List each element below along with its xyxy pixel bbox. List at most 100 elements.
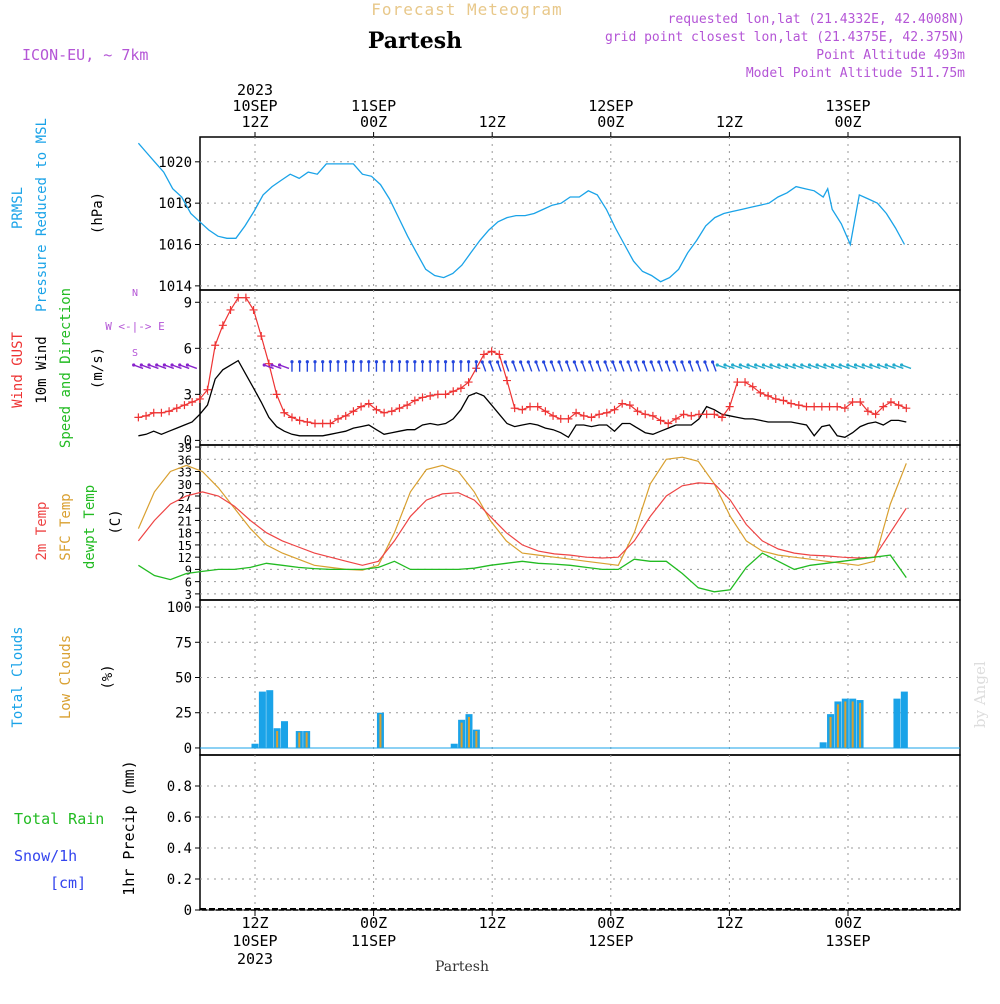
wind-direction-arrow [535, 361, 541, 372]
point-altitude: Point Altitude 493m [816, 48, 965, 63]
wind-direction-arrow [747, 364, 758, 370]
gust-marker [710, 410, 719, 419]
wind-direction-arrowhead [869, 363, 873, 367]
gust-marker [541, 407, 550, 416]
wind-direction-arrowhead [534, 360, 538, 364]
time-label-bottom: 12Z [716, 914, 743, 932]
gust-marker [180, 401, 189, 410]
low-cloud-bar [475, 731, 478, 748]
pressure-unit: (hPa) [90, 192, 106, 234]
gust-marker [357, 402, 366, 411]
wind-direction-arrowhead [769, 363, 773, 367]
wind-direction-arrow [566, 361, 571, 372]
gust-marker [718, 413, 727, 422]
wind-direction-arrowhead [572, 360, 576, 364]
time-label-top: 12Z [241, 113, 268, 131]
ytick-label: 0.6 [167, 810, 192, 826]
gust-marker [188, 398, 197, 407]
time-label-top: 11SEP [351, 97, 396, 115]
gust-marker [664, 419, 673, 428]
gust-marker [303, 417, 312, 426]
wind-10m-line [138, 359, 907, 439]
time-label-top: 12Z [479, 113, 506, 131]
gust-marker [157, 408, 166, 417]
wind-direction-arrowhead [503, 360, 507, 364]
wind-direction-arrowhead [680, 360, 684, 364]
ytick-label: 9 [184, 295, 192, 311]
gust-marker [495, 350, 504, 359]
gust-marker [426, 391, 435, 400]
gust-marker [502, 376, 511, 385]
wind-direction-arrowhead [511, 360, 515, 364]
total-clouds-label: Total Clouds [10, 626, 26, 727]
wind-direction-arrowhead [731, 363, 735, 367]
axes: 1014101610181020036936912151821242730333… [10, 81, 961, 968]
wind-direction-arrowhead [861, 363, 865, 367]
wind-direction-arrow [778, 364, 789, 370]
temp-sfc-label: SFC Temp [58, 493, 74, 560]
gust-marker [848, 398, 857, 407]
wind-direction-arrow [187, 364, 198, 370]
gust-marker [479, 350, 488, 359]
wind-direction-arrowhead [488, 360, 492, 364]
wind-direction-arrow [512, 361, 518, 372]
gust-marker [257, 332, 266, 341]
wind-direction-arrow [786, 364, 797, 370]
temp-2m-line [137, 482, 907, 566]
gust-marker [871, 410, 880, 419]
wind-direction-arrow [893, 364, 904, 370]
ytick-label: 75 [175, 635, 192, 651]
total-cloud-bar [450, 743, 458, 748]
low-cloud-bar [298, 732, 301, 748]
total-cloud-bar [258, 691, 266, 748]
clouds-unit: (%) [100, 664, 116, 689]
wind-direction-arrowhead [336, 360, 340, 364]
wind-direction-arrowhead [618, 360, 623, 364]
time-label-bottom: 12SEP [588, 932, 633, 950]
gust-marker [687, 411, 696, 420]
low-cloud-bar [467, 716, 470, 748]
gust-marker [572, 408, 581, 417]
ytick-label: 25 [175, 706, 192, 722]
low-cloud-bar [276, 731, 279, 748]
pressure-label-1: PRMSL [10, 187, 26, 229]
gust-marker [764, 391, 773, 400]
gust-marker [787, 399, 796, 408]
time-label-top: 00Z [360, 113, 387, 131]
gust-marker [633, 407, 642, 416]
gust-marker [863, 407, 872, 416]
wind-direction-arrowhead [428, 360, 432, 364]
wind-direction-arrowhead [526, 360, 530, 364]
gust-marker [410, 396, 419, 405]
wind-direction-arrowhead [185, 363, 190, 367]
gust-marker [602, 408, 611, 417]
gust-marker [510, 404, 519, 413]
gust-marker [372, 405, 381, 414]
gust-marker [756, 388, 765, 397]
wind-direction-arrow [878, 364, 889, 370]
precip-unit: 1hr Precip (mm) [120, 760, 138, 895]
wind-direction-arrowhead [178, 363, 182, 367]
wind-direction-arrowhead [580, 360, 584, 364]
wind-direction-arrowhead [466, 360, 471, 364]
wind-direction-arrow [809, 364, 820, 370]
wind-direction-arrowhead [777, 363, 781, 367]
wind-direction-arrowhead [664, 360, 669, 364]
gust-marker [311, 419, 320, 428]
gust-marker [295, 416, 304, 425]
wind-direction-arrowhead [746, 363, 750, 367]
wind-direction-arrowhead [823, 363, 827, 367]
wind-direction-arrowhead [351, 360, 355, 364]
time-label-bottom: 00Z [834, 914, 861, 932]
wind-direction-arrowhead [344, 360, 348, 364]
wind-direction-arrow [263, 364, 274, 370]
gust-marker [387, 407, 396, 416]
ytick-label: 0 [184, 433, 192, 449]
gust-marker [656, 416, 665, 425]
wind-direction-arrowhead [830, 363, 835, 367]
wind-direction-arrowhead [626, 360, 630, 364]
gust-marker [618, 399, 627, 408]
temp-dewpt-line [138, 552, 907, 593]
wind-direction-arrow [156, 364, 167, 370]
gust-marker [234, 293, 243, 302]
